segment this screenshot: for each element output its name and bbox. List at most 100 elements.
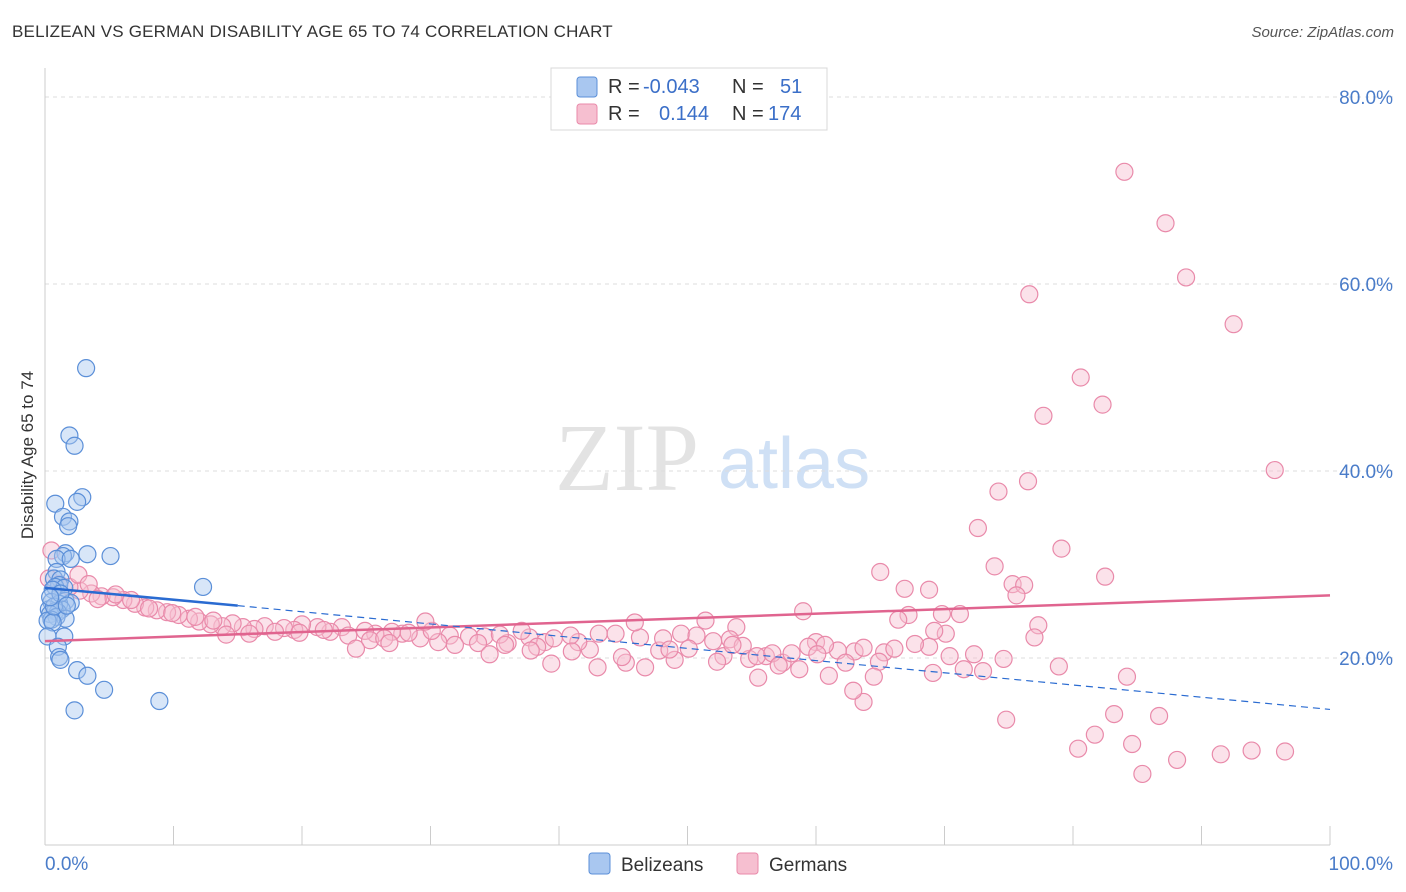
point-germans xyxy=(1123,734,1142,754)
point-germans xyxy=(1015,575,1034,595)
point-germans xyxy=(989,482,1008,501)
point-germans xyxy=(1025,628,1044,647)
series-belizeans xyxy=(38,359,213,720)
point-germans xyxy=(1133,764,1152,784)
point-germans xyxy=(919,580,939,599)
point-germans xyxy=(606,624,625,643)
point-belizeans xyxy=(43,613,62,632)
x-tick-label-min: 0.0% xyxy=(45,854,88,875)
point-germans xyxy=(1071,368,1090,387)
point-germans xyxy=(1034,406,1053,425)
point-belizeans xyxy=(65,436,84,455)
point-germans xyxy=(794,602,813,621)
legend-n-label-belizeans: N = xyxy=(732,76,764,98)
point-germans xyxy=(79,575,98,594)
point-germans xyxy=(964,645,984,664)
axes xyxy=(44,68,1331,846)
point-germans xyxy=(562,642,581,661)
point-germans xyxy=(521,641,540,660)
point-germans xyxy=(542,654,561,673)
legend-r-value-germans: 0.144 xyxy=(659,103,709,125)
y-tick-labels: 20.0% 40.0% 60.0% 80.0% xyxy=(1339,88,1393,670)
point-germans xyxy=(936,624,955,643)
point-germans xyxy=(1167,750,1187,770)
point-germans xyxy=(696,611,715,630)
point-germans xyxy=(1052,539,1071,558)
point-germans xyxy=(1176,268,1196,287)
legend-r-value-belizeans: -0.043 xyxy=(643,76,700,98)
point-belizeans xyxy=(57,596,76,615)
trend-line-belizeans-extension xyxy=(237,605,1331,711)
trend-line-belizeans xyxy=(44,586,238,607)
point-germans xyxy=(1020,285,1039,304)
point-germans xyxy=(475,627,494,646)
point-germans xyxy=(749,668,768,687)
point-germans xyxy=(468,633,488,653)
point-belizeans xyxy=(68,661,87,680)
bottom-legend-label-belizeans: Belizeans xyxy=(621,855,703,876)
point-belizeans xyxy=(56,544,75,563)
trend-line-germans xyxy=(44,594,1331,643)
point-germans xyxy=(923,663,943,683)
point-germans xyxy=(954,660,973,679)
point-germans xyxy=(889,610,908,629)
point-germans xyxy=(1275,742,1295,761)
point-germans xyxy=(255,617,274,636)
point-germans xyxy=(139,599,159,618)
watermark: ZIP atlas xyxy=(555,404,870,511)
point-germans xyxy=(782,644,801,663)
point-germans xyxy=(233,618,252,637)
trend-lines xyxy=(44,586,1331,711)
point-germans xyxy=(635,658,655,677)
point-germans xyxy=(1093,395,1112,414)
chart-title: BELIZEAN VS GERMAN DISABILITY AGE 65 TO … xyxy=(12,22,613,41)
point-belizeans xyxy=(101,546,120,566)
point-germans xyxy=(808,645,827,664)
point-germans xyxy=(1085,725,1104,744)
point-germans xyxy=(612,647,632,667)
point-belizeans xyxy=(193,577,213,597)
y-tick-label: 40.0% xyxy=(1339,462,1393,483)
y-tick-label: 60.0% xyxy=(1339,275,1393,296)
point-belizeans xyxy=(78,666,97,685)
point-germans xyxy=(854,638,873,657)
point-belizeans xyxy=(65,701,84,720)
bottom-legend-swatch-germans xyxy=(736,852,759,875)
point-germans xyxy=(186,607,205,626)
legend-swatch-germans xyxy=(576,103,598,125)
point-belizeans xyxy=(41,588,60,607)
point-belizeans xyxy=(59,517,78,536)
point-germans xyxy=(997,710,1016,729)
point-belizeans xyxy=(150,691,169,711)
bottom-legend-swatch-belizeans xyxy=(588,852,611,875)
point-germans xyxy=(1117,667,1137,686)
point-belizeans xyxy=(44,597,64,616)
legend-n-value-germans: 174 xyxy=(768,103,801,125)
bottom-legend-label-germans: Germans xyxy=(769,855,847,876)
point-germans xyxy=(895,579,914,598)
point-belizeans xyxy=(47,549,66,568)
point-germans xyxy=(864,667,883,686)
point-germans xyxy=(940,647,959,666)
point-germans xyxy=(973,661,993,681)
point-germans xyxy=(653,629,673,648)
legend-n-value-belizeans: 51 xyxy=(780,76,802,98)
point-germans xyxy=(445,635,465,655)
legend: R = -0.043 N = 51 R = 0.144 N = 174 xyxy=(550,67,828,131)
point-belizeans xyxy=(51,650,70,669)
point-germans xyxy=(179,609,199,628)
legend-swatch-belizeans xyxy=(576,76,598,98)
point-germans xyxy=(69,565,88,584)
point-germans xyxy=(1115,162,1134,181)
point-germans xyxy=(994,649,1013,669)
point-germans xyxy=(1007,586,1026,605)
bottom-legend: Belizeans Germans xyxy=(588,852,847,876)
point-germans xyxy=(815,635,835,655)
point-germans xyxy=(790,660,809,679)
legend-n-label-germans: N = xyxy=(732,103,764,125)
point-germans xyxy=(1149,706,1169,726)
point-germans xyxy=(625,613,644,632)
watermark-atlas: atlas xyxy=(718,424,870,504)
point-germans xyxy=(723,635,742,655)
point-germans xyxy=(204,611,223,630)
